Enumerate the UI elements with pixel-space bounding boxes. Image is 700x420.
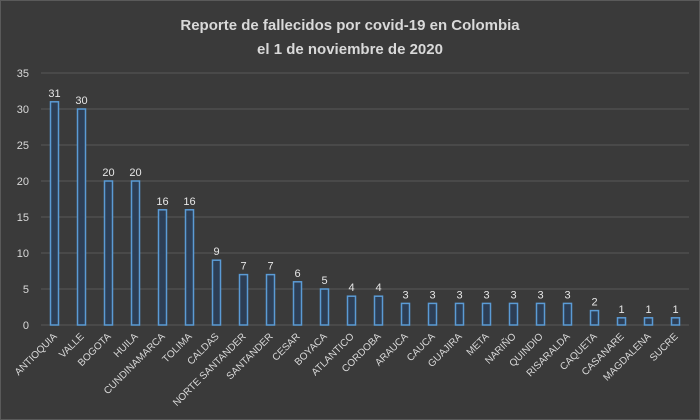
bar	[643, 317, 654, 326]
data-label: 6	[294, 268, 300, 280]
data-label: 3	[456, 289, 462, 301]
y-tick-label: 0	[23, 320, 29, 332]
data-label: 3	[510, 289, 516, 301]
chart-title-line1: Reporte de fallecidos por covid-19 en Co…	[180, 17, 520, 34]
data-label: 20	[129, 167, 141, 179]
bars	[49, 101, 681, 326]
data-label: 3	[564, 289, 570, 301]
x-tick-label: ANTIOQUIA	[13, 331, 60, 378]
bar	[400, 302, 411, 326]
bar	[103, 180, 114, 326]
data-label: 31	[48, 88, 60, 100]
data-label: 4	[375, 282, 381, 294]
data-label: 1	[672, 304, 678, 316]
data-label: 4	[348, 282, 354, 294]
bar	[157, 209, 168, 326]
data-label: 20	[102, 167, 114, 179]
bar	[319, 288, 330, 326]
y-tick-label: 15	[17, 212, 29, 224]
x-tick-label: MAGDALENA	[601, 331, 653, 383]
bar	[616, 317, 627, 326]
bar	[481, 302, 492, 326]
bar	[670, 317, 681, 326]
bar	[454, 302, 465, 326]
data-label: 30	[75, 95, 87, 107]
y-tick-label: 20	[17, 176, 29, 188]
chart-title-line2: el 1 de noviembre de 2020	[257, 41, 443, 58]
y-tick-label: 25	[17, 140, 29, 152]
gridlines	[41, 72, 689, 326]
y-tick-label: 5	[23, 284, 29, 296]
x-tick-label: SUCRE	[648, 331, 681, 364]
bar	[76, 108, 87, 326]
data-label: 7	[240, 261, 246, 273]
bar	[373, 295, 384, 326]
data-label: 3	[402, 289, 408, 301]
data-label: 3	[429, 289, 435, 301]
bar	[562, 302, 573, 326]
y-tick-label: 35	[17, 68, 29, 80]
bar	[211, 259, 222, 326]
data-label: 7	[267, 261, 273, 273]
bar	[346, 295, 357, 326]
bar	[49, 101, 60, 326]
x-axis-labels: ANTIOQUIAVALLEBOGOTAHUILACUNDINAMARCATOL…	[13, 330, 681, 409]
data-label: 16	[156, 196, 168, 208]
y-tick-label: 30	[17, 104, 29, 116]
data-label: 16	[183, 196, 195, 208]
data-label: 1	[645, 304, 651, 316]
data-label: 5	[321, 275, 327, 287]
bar	[535, 302, 546, 326]
bar	[184, 209, 195, 326]
bar	[265, 273, 276, 326]
y-axis-ticks: 0 5 10 15 20 25 30 35	[17, 68, 29, 332]
data-label: 1	[618, 304, 624, 316]
data-label: 3	[483, 289, 489, 301]
data-label: 9	[213, 246, 219, 258]
bar	[292, 281, 303, 326]
bar	[508, 302, 519, 326]
data-label: 2	[591, 297, 597, 309]
y-tick-label: 10	[17, 248, 29, 260]
bar	[130, 180, 141, 326]
data-labels: 31 30 20 20 16 16 9 7 7 6 5 4 4 3 3 3 3 3 3 3 2 1 1 1	[48, 88, 678, 316]
bar	[589, 309, 600, 326]
bar	[238, 273, 249, 326]
data-label: 3	[537, 289, 543, 301]
bar	[427, 302, 438, 326]
